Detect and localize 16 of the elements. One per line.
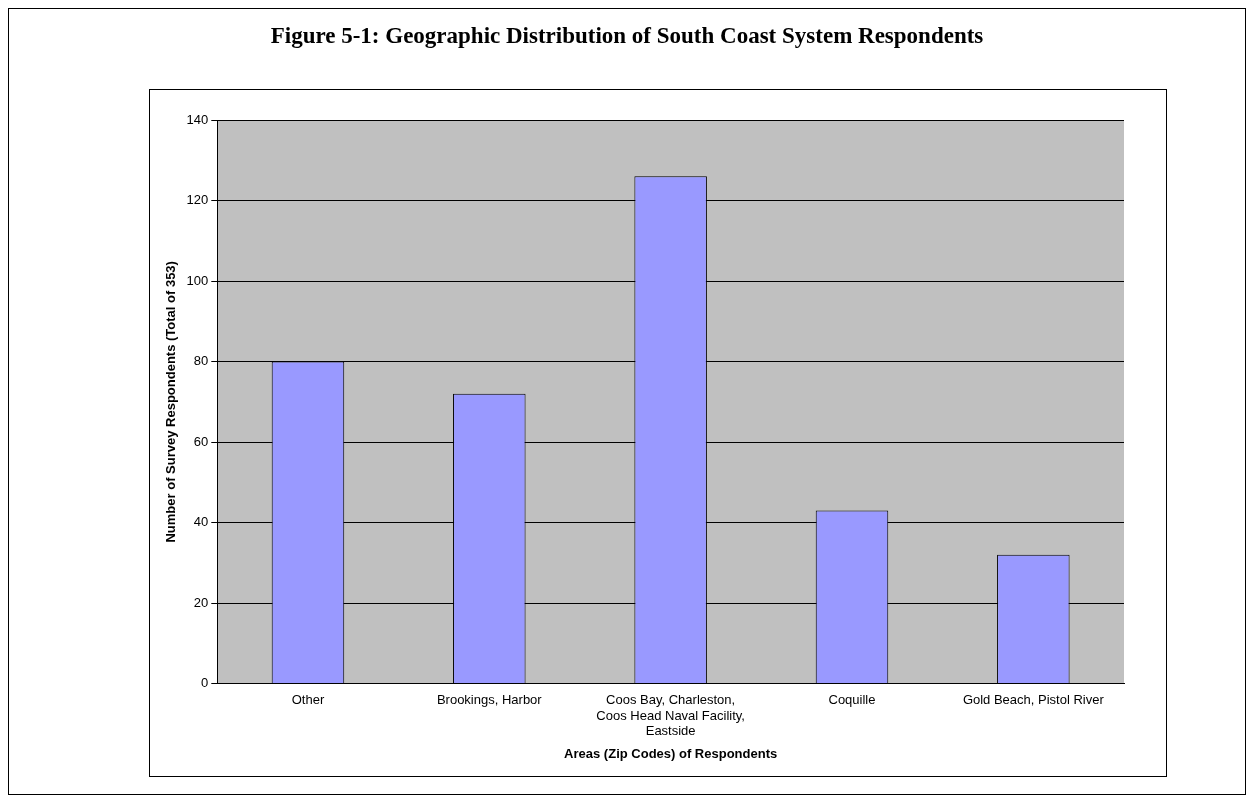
y-tick-label: 140: [186, 111, 209, 127]
y-tick-label: 100: [186, 272, 209, 288]
y-tick-label: 20: [193, 594, 209, 610]
y-tick-label: 80: [193, 353, 209, 369]
y-tick-label: 120: [186, 192, 209, 208]
x-tick-label: Coos Bay, Charleston, Coos Head Naval Facility, Eastside: [596, 691, 745, 739]
x-tick-label: Gold Beach, Pistol River: [962, 691, 1105, 707]
chart-title: Figure 5-1: Geographic Distribution of South Coast System Respondents: [269, 23, 985, 49]
x-tick-label: Brookings, Harbor: [436, 691, 543, 707]
y-tick-label: 40: [193, 514, 209, 530]
x-axis-title: Areas (Zip Codes) of Respondents: [564, 745, 778, 761]
x-tick-label: Other: [291, 691, 325, 707]
x-tick-label: Coquille: [828, 691, 876, 707]
y-tick-label: 0: [201, 675, 209, 691]
y-tick-label: 60: [193, 433, 209, 449]
y-axis-title: Number of Survey Respondents (Total of 353): [163, 261, 179, 543]
